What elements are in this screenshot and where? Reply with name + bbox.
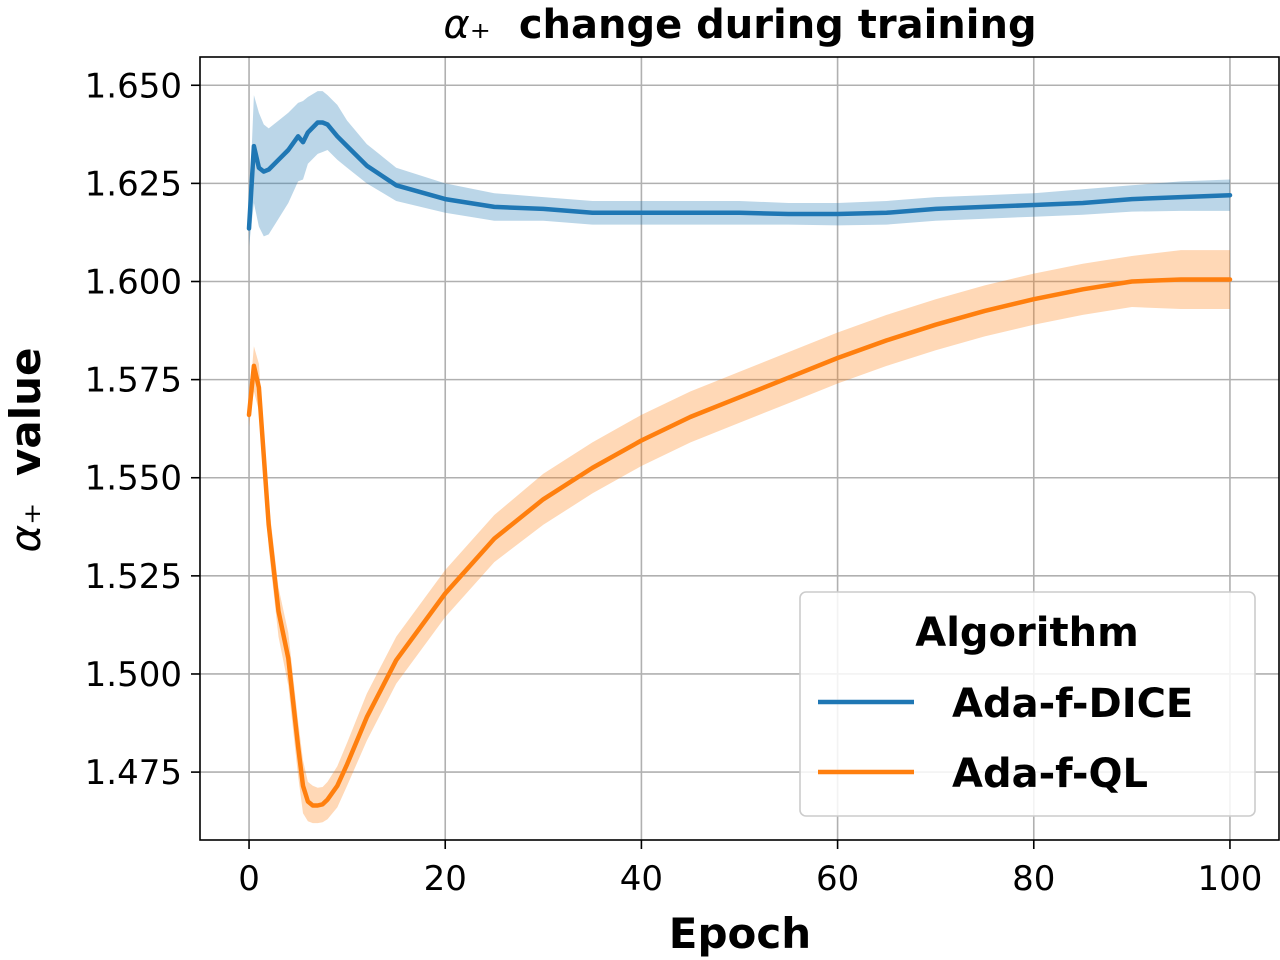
y-tick-label: 1.475 [85,753,182,793]
y-tick-label: 1.650 [85,66,182,106]
series-lines [246,120,1233,808]
legend-label-ada-f-dice: Ada-f-DICE [952,681,1193,727]
axis-ticks: 0 20 40 60 80 100 1.475 1.500 1.525 1.550 1.575 1.6… [85,66,1263,899]
y-tick-label: 1.600 [85,262,182,302]
plot-frame [199,56,1280,841]
y-tick-label: 1.575 [85,361,182,401]
x-tick-label: 60 [816,859,859,899]
chart-title-text: change during training [519,2,1037,48]
y-axis-label-symbol: α₊ [1,503,50,553]
legend-title: Algorithm [915,610,1139,656]
y-axis-label: α₊ value [1,348,50,553]
chart-title-symbol: α₊ [443,2,490,48]
x-tick-label: 40 [620,859,663,899]
x-tick-label: 20 [424,859,467,899]
x-tick-label: 80 [1012,859,1055,899]
x-axis-label: Epoch [669,909,811,958]
legend-label-ada-f-ql: Ada-f-QL [952,751,1148,797]
y-tick-label: 1.625 [85,164,182,204]
chart-title: α₊ change during training [443,2,1036,48]
y-tick-label: 1.550 [85,459,182,499]
x-tick-label: 0 [238,859,260,899]
y-tick-label: 1.500 [85,655,182,695]
legend: Algorithm Ada-f-DICE Ada-f-QL [799,591,1256,817]
series-line-ada-f-dice [246,120,1233,231]
legend-box [799,591,1256,817]
y-axis-label-text: value [1,348,50,477]
x-tick-label: 100 [1198,859,1263,899]
grid-layer [200,57,1279,840]
series-line-ada-f-ql [246,277,1233,808]
y-tick-label: 1.525 [85,557,182,597]
